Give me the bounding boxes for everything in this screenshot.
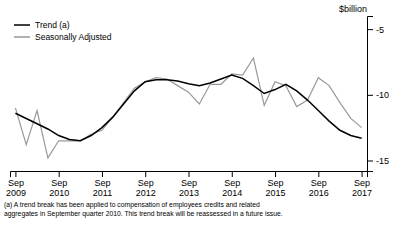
- footnote: (a) A trend break has been applied to co…: [4, 201, 283, 218]
- x-tick-label-line: Sep: [354, 178, 370, 188]
- y-axis: -5 -10 -15: [367, 17, 389, 172]
- x-tick-label-line: 2011: [93, 188, 112, 198]
- legend: Trend (a) Seasonally Adjusted: [14, 20, 112, 42]
- x-tick-label-line: Sep: [311, 178, 327, 188]
- x-tick-mark: [362, 171, 363, 177]
- legend-item: Seasonally Adjusted: [14, 32, 112, 42]
- x-tick: Sep2010: [49, 171, 69, 198]
- x-tick-label: Sep2010: [49, 178, 69, 198]
- y-tick: -5: [367, 25, 384, 35]
- x-tick: Sep2013: [179, 171, 199, 198]
- legend-item: Trend (a): [14, 20, 70, 30]
- x-tick-mark: [318, 171, 319, 177]
- x-tick: Sep2017: [352, 171, 372, 198]
- y-tick-label: -15: [376, 156, 389, 166]
- x-tick: Sep2012: [136, 171, 156, 198]
- footnote-line: (a) A trend break has been applied to co…: [4, 201, 260, 209]
- y-tick-mark: [367, 95, 373, 96]
- x-tick: Sep2011: [93, 171, 112, 198]
- x-tick-label: Sep2014: [222, 178, 242, 198]
- x-tick-label-line: Sep: [268, 178, 284, 188]
- legend-label: Seasonally Adjusted: [35, 32, 112, 42]
- plot: Sep2009Sep2010Sep2011Sep2012Sep2013Sep20…: [6, 17, 389, 199]
- x-tick-mark: [59, 171, 60, 177]
- y-tick: -10: [367, 90, 389, 100]
- x-tick-label-line: 2009: [6, 188, 26, 198]
- x-tick-label: Sep2016: [309, 178, 329, 198]
- y-axis-line: [368, 17, 374, 172]
- x-tick-mark: [232, 171, 233, 177]
- x-tick-label: Sep2012: [136, 178, 156, 198]
- x-axis: Sep2009Sep2010Sep2011Sep2012Sep2013Sep20…: [6, 171, 372, 198]
- x-tick-label: Sep2015: [266, 178, 286, 198]
- x-tick-label-line: Sep: [8, 178, 24, 188]
- legend-swatch: [14, 36, 30, 38]
- chart: Sep2009Sep2010Sep2011Sep2012Sep2013Sep20…: [0, 0, 397, 227]
- x-tick-label-line: 2017: [352, 188, 372, 198]
- x-tick-label-line: 2010: [49, 188, 69, 198]
- x-tick-mark: [15, 171, 16, 177]
- x-tick-mark: [275, 171, 276, 177]
- lines: [15, 58, 361, 158]
- x-tick-label-line: Sep: [51, 178, 67, 188]
- x-tick-label: Sep2011: [93, 178, 112, 198]
- x-tick-label-line: Sep: [224, 178, 240, 188]
- y-tick-mark: [367, 160, 373, 161]
- x-tick: Sep2014: [222, 171, 242, 198]
- x-tick-mark: [102, 171, 103, 177]
- x-tick-label-line: 2013: [179, 188, 199, 198]
- x-tick-label-line: 2014: [222, 188, 242, 198]
- y-axis-label: $billion: [339, 4, 367, 14]
- x-tick-mark: [189, 171, 190, 177]
- y-tick-label: -10: [376, 90, 389, 100]
- footnote-line: aggregates in September quarter 2010. Th…: [4, 210, 283, 218]
- y-tick: -15: [367, 156, 389, 166]
- x-tick: Sep2015: [266, 171, 286, 198]
- x-tick-mark: [145, 171, 146, 177]
- x-tick: Sep2009: [6, 171, 26, 198]
- series-line: [15, 58, 361, 158]
- y-tick-mark: [367, 29, 373, 30]
- legend-label: Trend (a): [35, 20, 70, 30]
- y-tick-label: -5: [376, 25, 384, 35]
- series-line: [15, 75, 361, 141]
- x-tick: Sep2016: [309, 171, 329, 198]
- x-axis-line: [11, 172, 368, 178]
- x-tick-label-line: Sep: [94, 178, 110, 188]
- x-tick-label-line: Sep: [181, 178, 197, 188]
- x-tick-label: Sep2017: [352, 178, 372, 198]
- x-tick-label-line: Sep: [138, 178, 154, 188]
- x-tick-label-line: 2012: [136, 188, 156, 198]
- x-tick-label-line: 2016: [309, 188, 329, 198]
- x-tick-label: Sep2013: [179, 178, 199, 198]
- x-tick-label-line: 2015: [266, 188, 286, 198]
- x-tick-label: Sep2009: [6, 178, 26, 198]
- legend-swatch: [14, 24, 30, 26]
